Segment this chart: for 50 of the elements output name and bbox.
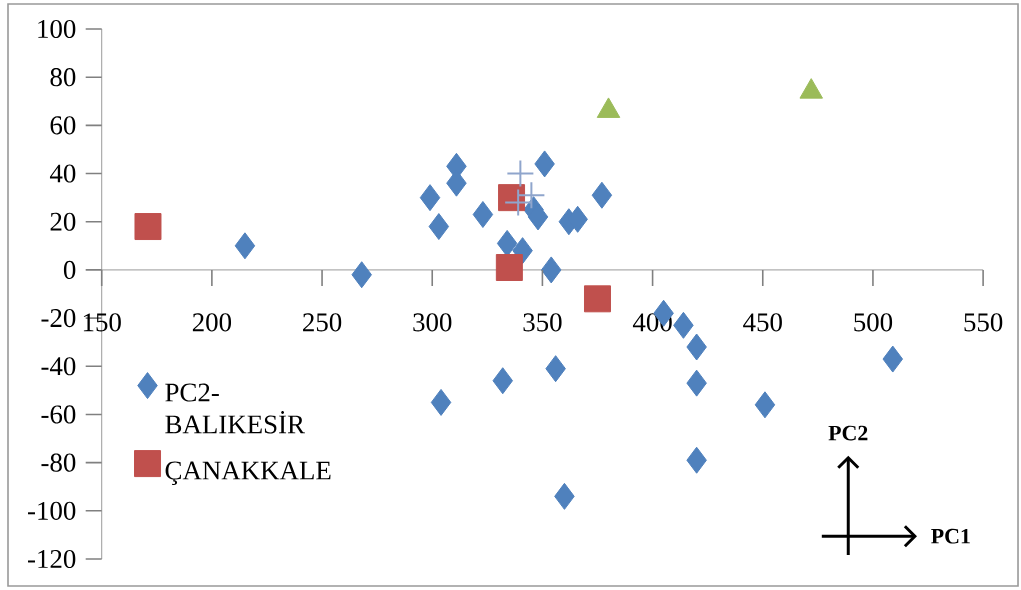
point: [234, 232, 256, 260]
x-tick-label: 300: [413, 313, 452, 332]
x-tick-label: 350: [523, 313, 562, 332]
point: [492, 367, 513, 395]
point: [591, 181, 613, 209]
point: [545, 355, 566, 383]
point: [419, 184, 441, 212]
y-tick-label: 40: [49, 164, 76, 183]
y-tick-label: -20: [41, 309, 76, 328]
y-tick-label: 0: [63, 260, 76, 279]
point: [518, 182, 545, 209]
point: [496, 229, 518, 257]
y-tick-label: -80: [41, 453, 76, 472]
y-tick-label: 80: [50, 68, 76, 87]
point: [540, 256, 562, 284]
y-tick-label: -100: [28, 501, 76, 520]
point: [882, 345, 904, 373]
point: [754, 391, 776, 419]
point: [472, 200, 494, 228]
annotation: PC2: [828, 425, 868, 441]
y-tick-label: -40: [41, 357, 76, 376]
point: [686, 369, 707, 397]
point: [686, 446, 707, 474]
annotation: PC1: [931, 528, 970, 544]
point: [428, 213, 450, 241]
point: [673, 311, 694, 339]
x-tick-label: 500: [854, 313, 893, 332]
x-tick-label: 450: [743, 313, 782, 332]
point: [686, 333, 707, 361]
x-tick-label: 150: [83, 313, 121, 332]
point: [507, 160, 534, 187]
x-tick-label: 250: [303, 313, 342, 332]
y-tick-label: 60: [50, 116, 76, 135]
y-tick-label: 100: [38, 19, 76, 39]
point: [134, 213, 162, 241]
point: [505, 189, 532, 216]
point: [430, 388, 452, 416]
y-tick-label: -60: [41, 405, 76, 424]
point: [534, 150, 555, 178]
x-tick-label: 200: [192, 313, 232, 332]
legend-label: PC2-BALIKESİR: [165, 383, 305, 434]
x-tick-label: 550: [964, 313, 1003, 332]
point: [527, 203, 549, 231]
legend-label: ÇANAKKALE: [165, 461, 331, 486]
point: [495, 254, 523, 281]
point: [351, 261, 372, 289]
y-tick-label: 20: [50, 212, 76, 231]
point: [583, 285, 611, 313]
y-tick-label: -120: [28, 549, 76, 569]
point: [554, 482, 575, 510]
